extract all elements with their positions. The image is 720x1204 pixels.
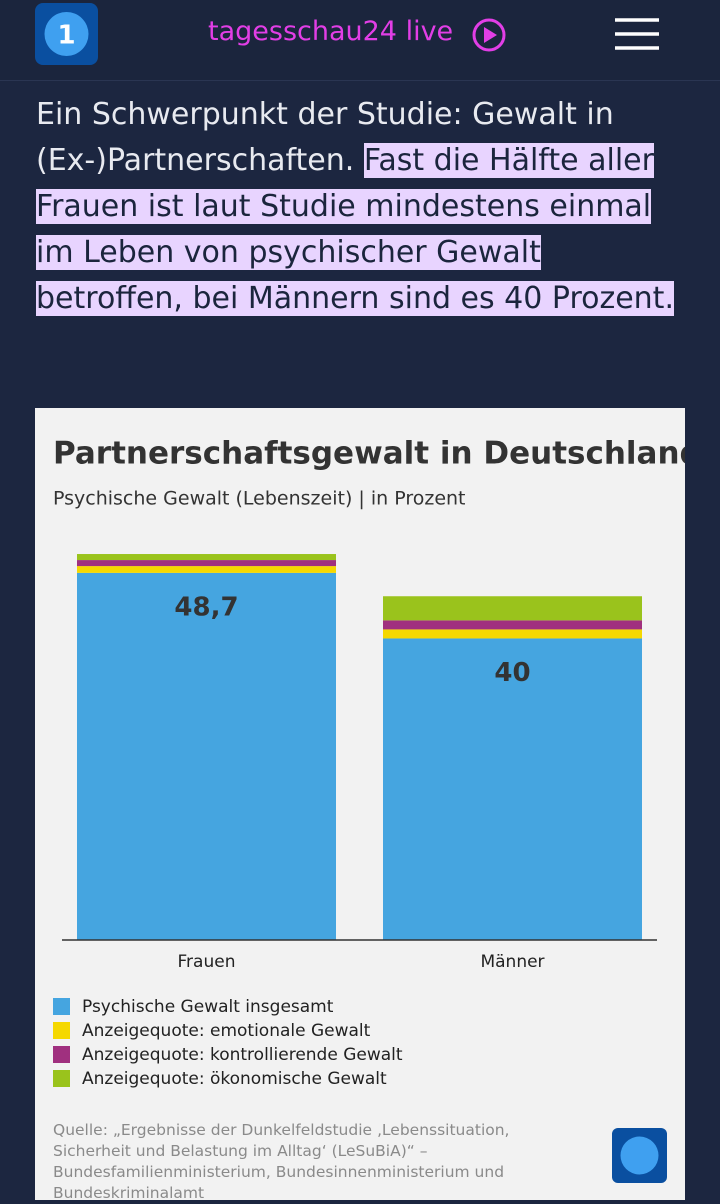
menu-icon[interactable] (615, 18, 659, 50)
x-tick-label: Frauen (178, 952, 236, 972)
live-link[interactable]: tagesschau24 live (208, 16, 454, 47)
legend-swatch (53, 1046, 70, 1063)
play-triangle (484, 27, 497, 43)
legend-swatch (53, 1070, 70, 1087)
legend-label: Psychische Gewalt insgesamt (82, 997, 334, 1017)
data-label: 40 (494, 658, 530, 688)
header-icons: 1 (35, 3, 659, 65)
legend-label: Anzeigequote: kontrollierende Gewalt (82, 1045, 403, 1065)
bar-segment (383, 629, 642, 639)
chart-card: Partnerschaftsgewalt in Deutschland Psyc… (35, 408, 685, 1202)
chart-subtitle: Psychische Gewalt (Lebenszeit) | in Proz… (53, 488, 466, 510)
logo-mark: 1 (57, 21, 75, 51)
play-icon[interactable] (472, 18, 506, 52)
bar-segment (383, 638, 642, 940)
legend-label: Anzeigequote: ökonomische Gewalt (82, 1069, 387, 1089)
bar-segment (383, 620, 642, 630)
data-label: 48,7 (174, 592, 238, 622)
chart-title: Partnerschaftsgewalt in Deutschland (53, 436, 685, 472)
logo-globe (620, 1136, 659, 1175)
bar-segment (77, 566, 336, 573)
legend-swatch (53, 998, 70, 1015)
article-text: Ein Schwerpunkt der Studie: Gewalt in (E… (36, 92, 686, 322)
bar-segment (383, 596, 642, 621)
x-tick-label: Männer (480, 952, 544, 972)
chart: Partnerschaftsgewalt in Deutschland Psyc… (53, 436, 685, 1183)
source: Quelle: „Ergebnisse der Dunkelfeldstudie… (53, 1121, 510, 1202)
bar-segment (77, 572, 336, 940)
logo-globe (44, 12, 89, 56)
legend-label: Anzeigequote: emotionale Gewalt (82, 1021, 371, 1041)
header: 1 tagesschau24 live (0, 0, 720, 81)
text: Ein Schwerpunkt der Studie: Gewalt in (E… (36, 97, 614, 178)
bar-segment (77, 560, 336, 567)
bar-segment (77, 554, 336, 561)
legend-swatch (53, 1022, 70, 1039)
